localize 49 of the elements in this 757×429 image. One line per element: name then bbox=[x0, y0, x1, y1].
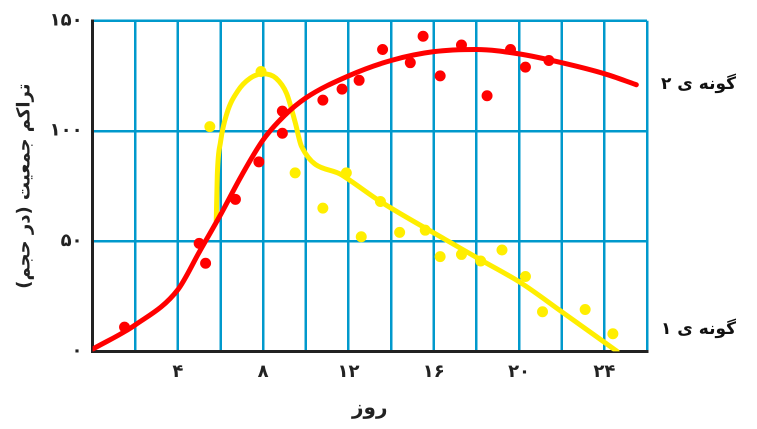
point bbox=[418, 30, 429, 42]
point bbox=[336, 84, 348, 95]
point bbox=[482, 90, 493, 102]
point bbox=[580, 304, 591, 316]
point bbox=[290, 167, 301, 178]
point bbox=[276, 128, 288, 139]
point bbox=[119, 322, 130, 333]
y-tick-label: ۱۵۰ bbox=[50, 9, 83, 30]
x-tick-label: ۱۶ bbox=[422, 360, 445, 382]
point bbox=[537, 306, 548, 318]
x-tick-label: ۲۰ bbox=[508, 360, 530, 382]
point bbox=[505, 44, 516, 55]
point bbox=[340, 167, 352, 178]
y-tick-label: ۰ bbox=[72, 340, 83, 362]
series-label: گونه ی ۲ bbox=[661, 73, 736, 94]
y-axis-title: تراکم جمعیت (در حجم) bbox=[13, 83, 34, 289]
x-tick-label: ۴ bbox=[172, 360, 184, 382]
point bbox=[404, 57, 416, 68]
point bbox=[496, 244, 508, 256]
y-tick-label: ۵۰ bbox=[60, 230, 83, 251]
point bbox=[607, 328, 618, 340]
point bbox=[256, 66, 267, 77]
point bbox=[276, 106, 288, 117]
point bbox=[520, 62, 531, 73]
x-tick-label: ۱۲ bbox=[337, 360, 360, 382]
point bbox=[475, 256, 486, 267]
point bbox=[317, 202, 328, 214]
point bbox=[374, 196, 386, 208]
point bbox=[204, 121, 216, 132]
point bbox=[354, 74, 365, 86]
x-tick-label: ۸ bbox=[258, 360, 269, 382]
point bbox=[520, 270, 531, 282]
x-tick-label: ۲۴ bbox=[593, 360, 616, 382]
point bbox=[356, 231, 367, 242]
point bbox=[394, 226, 406, 238]
point bbox=[420, 224, 431, 236]
point bbox=[377, 44, 388, 55]
point bbox=[253, 156, 264, 168]
point bbox=[200, 258, 212, 269]
point bbox=[194, 238, 205, 249]
point bbox=[317, 94, 328, 106]
point bbox=[456, 248, 467, 260]
point bbox=[543, 54, 554, 66]
point bbox=[230, 194, 241, 205]
y-tick-label: ۱۰۰ bbox=[50, 120, 83, 141]
x-axis-title: روز bbox=[351, 395, 388, 420]
point bbox=[434, 251, 446, 262]
point bbox=[434, 70, 446, 82]
text: گونه ی ۱ bbox=[661, 318, 736, 339]
